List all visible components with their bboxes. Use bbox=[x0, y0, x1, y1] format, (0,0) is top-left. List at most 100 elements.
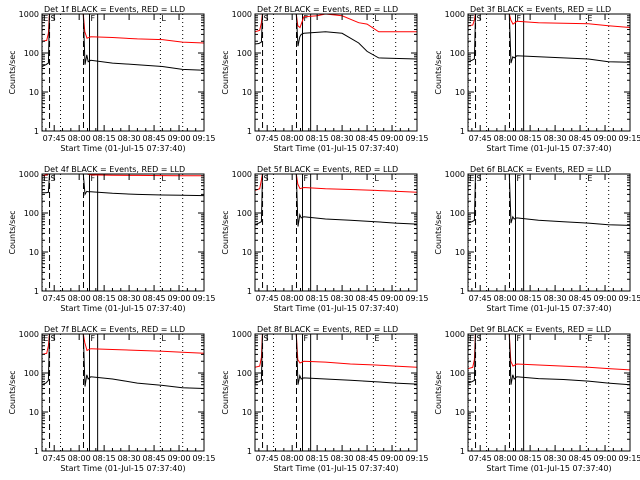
series-events-line bbox=[42, 14, 204, 71]
panel-series-group bbox=[468, 334, 630, 386]
event-marker-label: L bbox=[161, 174, 166, 183]
x-tick-label: 08:00 bbox=[281, 454, 304, 463]
y-tick-label: 10 bbox=[455, 408, 465, 417]
panel-title: Det 5f BLACK = Events, RED = LLD bbox=[257, 165, 398, 174]
x-tick-label: 09:00 bbox=[168, 294, 191, 303]
panel-title: Det 9f BLACK = Events, RED = LLD bbox=[470, 325, 611, 334]
x-axis-label: Start Time (01-Jul-15 07:37:40) bbox=[60, 464, 185, 473]
x-tick-label: 08:45 bbox=[569, 134, 592, 143]
x-tick-label: 09:15 bbox=[618, 134, 640, 143]
event-marker-label: E bbox=[469, 14, 474, 23]
event-marker-label: F bbox=[303, 334, 308, 343]
y-axis-label: Counts/sec bbox=[8, 50, 17, 94]
y-axis-label: Counts/sec bbox=[8, 370, 17, 414]
panel-title: Det 3f BLACK = Events, RED = LLD bbox=[470, 5, 611, 14]
event-marker-label: F bbox=[303, 174, 308, 183]
series-lld-line bbox=[468, 14, 630, 28]
event-marker-label: L bbox=[161, 14, 166, 23]
plot-frame bbox=[41, 13, 205, 132]
event-marker-label: S bbox=[264, 174, 269, 183]
series-events-line bbox=[468, 174, 630, 226]
series-lld-line bbox=[255, 174, 417, 193]
panel-series-group bbox=[255, 334, 417, 385]
x-tick-label: 09:00 bbox=[381, 294, 404, 303]
x-tick-label: 08:30 bbox=[331, 454, 354, 463]
x-tick-label: 09:15 bbox=[192, 294, 215, 303]
event-marker-label: E bbox=[587, 334, 592, 343]
y-tick-label: 1000 bbox=[232, 170, 252, 179]
x-tick-label: 08:30 bbox=[118, 454, 141, 463]
series-lld-line bbox=[42, 174, 204, 177]
x-axis-label: Start Time (01-Jul-15 07:37:40) bbox=[60, 144, 185, 153]
x-tick-label: 08:00 bbox=[68, 294, 91, 303]
series-events-line bbox=[42, 334, 204, 389]
x-tick-label: 08:00 bbox=[281, 294, 304, 303]
event-marker-label: F bbox=[90, 334, 95, 343]
panel-series-group bbox=[255, 14, 417, 60]
x-tick-label: 08:30 bbox=[331, 294, 354, 303]
x-tick-label: 08:30 bbox=[544, 134, 567, 143]
y-tick-label: 100 bbox=[237, 49, 252, 58]
x-tick-label: 08:45 bbox=[356, 134, 379, 143]
y-tick-label: 10 bbox=[29, 248, 39, 257]
event-marker-label: F bbox=[516, 174, 521, 183]
x-tick-label: 08:45 bbox=[143, 294, 166, 303]
x-tick-label: 09:00 bbox=[594, 454, 617, 463]
event-marker-label: S bbox=[477, 14, 482, 23]
series-events-line bbox=[255, 14, 417, 60]
x-tick-label: 07:45 bbox=[469, 294, 492, 303]
panel-series-group bbox=[255, 174, 417, 227]
x-tick-label: 08:45 bbox=[356, 294, 379, 303]
series-lld-line bbox=[42, 334, 204, 355]
event-marker-label: E bbox=[469, 334, 474, 343]
x-tick-label: 08:15 bbox=[306, 134, 329, 143]
y-tick-label: 1000 bbox=[19, 10, 39, 19]
event-marker-label: E bbox=[587, 174, 592, 183]
x-axis-label: Start Time (01-Jul-15 07:37:40) bbox=[273, 144, 398, 153]
x-tick-label: 09:00 bbox=[594, 294, 617, 303]
y-tick-label: 10 bbox=[242, 88, 252, 97]
y-tick-label: 100 bbox=[450, 49, 465, 58]
event-marker-label: F bbox=[516, 14, 521, 23]
x-tick-label: 07:45 bbox=[43, 294, 66, 303]
panel-title: Det 8f BLACK = Events, RED = LLD bbox=[257, 325, 398, 334]
x-tick-label: 08:00 bbox=[281, 134, 304, 143]
x-tick-label: 09:00 bbox=[168, 454, 191, 463]
x-axis-label: Start Time (01-Jul-15 07:37:40) bbox=[486, 464, 611, 473]
y-tick-label: 1000 bbox=[19, 330, 39, 339]
y-tick-label: 1000 bbox=[445, 10, 465, 19]
panel-series-group bbox=[42, 334, 204, 389]
series-events-line bbox=[255, 334, 417, 385]
x-tick-label: 07:45 bbox=[469, 454, 492, 463]
x-tick-label: 08:45 bbox=[356, 454, 379, 463]
y-tick-label: 1000 bbox=[19, 170, 39, 179]
x-tick-label: 09:15 bbox=[405, 454, 428, 463]
x-tick-label: 07:45 bbox=[256, 454, 279, 463]
x-axis-label: Start Time (01-Jul-15 07:37:40) bbox=[273, 304, 398, 313]
plot-frame bbox=[254, 173, 418, 292]
y-tick-label: 1 bbox=[34, 127, 39, 136]
series-events-line bbox=[42, 174, 204, 197]
plot-frame bbox=[467, 13, 631, 132]
event-marker-label: S bbox=[51, 14, 56, 23]
x-tick-label: 09:15 bbox=[192, 134, 215, 143]
series-events-line bbox=[468, 334, 630, 386]
event-marker-label: E bbox=[374, 334, 379, 343]
event-marker-label: L bbox=[374, 174, 379, 183]
x-tick-label: 08:15 bbox=[93, 134, 116, 143]
y-tick-label: 10 bbox=[242, 408, 252, 417]
x-tick-label: 08:15 bbox=[306, 294, 329, 303]
panel-title: Det 4f BLACK = Events, RED = LLD bbox=[44, 165, 185, 174]
y-tick-label: 1 bbox=[460, 287, 465, 296]
y-tick-label: 1 bbox=[247, 287, 252, 296]
y-tick-label: 1 bbox=[247, 447, 252, 456]
event-marker-label: S bbox=[51, 174, 56, 183]
x-tick-label: 09:00 bbox=[381, 454, 404, 463]
y-tick-label: 10 bbox=[29, 408, 39, 417]
